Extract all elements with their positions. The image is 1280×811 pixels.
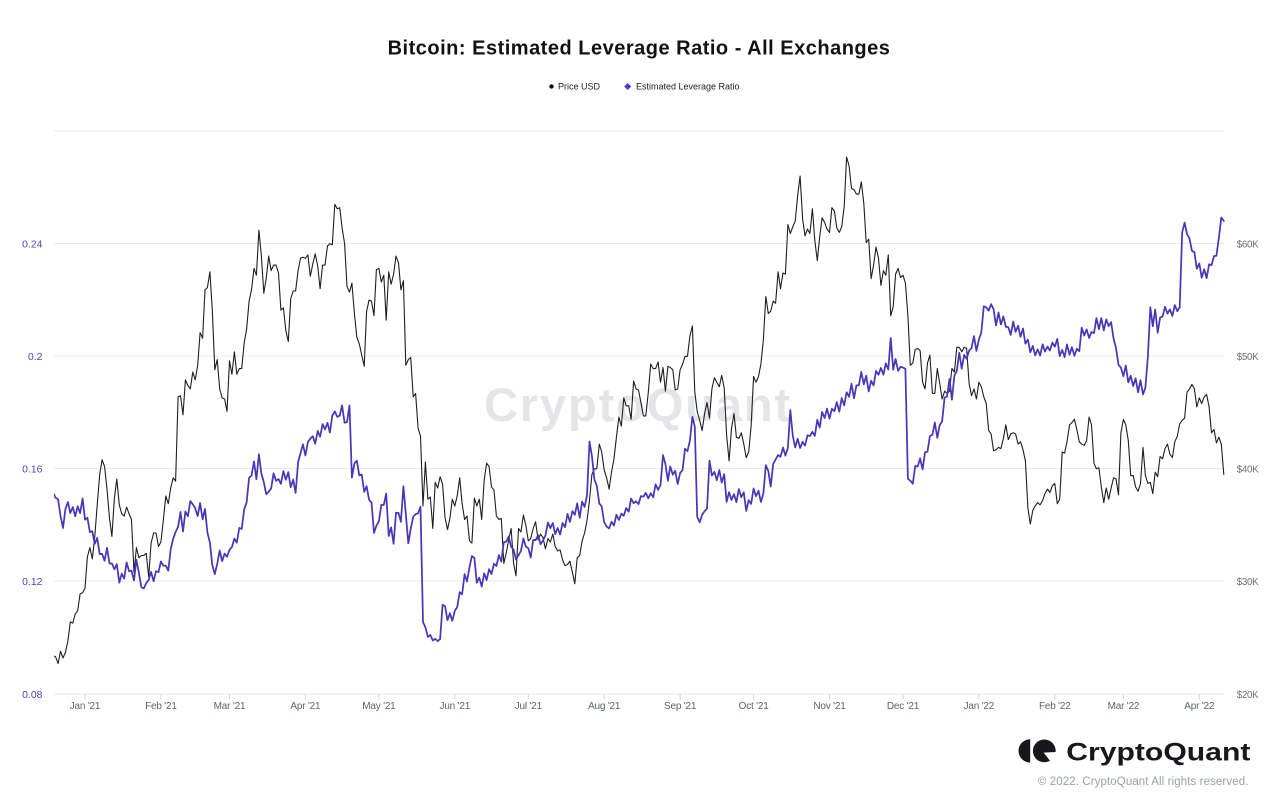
- svg-text:Oct '21: Oct '21: [739, 701, 770, 712]
- svg-text:May '21: May '21: [362, 701, 396, 712]
- svg-text:$50K: $50K: [1237, 352, 1259, 363]
- svg-text:$20K: $20K: [1237, 690, 1259, 701]
- svg-text:Bitcoin: Estimated Leverage Ra: Bitcoin: Estimated Leverage Ratio - All …: [388, 38, 891, 60]
- svg-text:Mar '21: Mar '21: [214, 701, 246, 712]
- svg-text:CryptoQuant: CryptoQuant: [1066, 738, 1250, 766]
- svg-text:$30K: $30K: [1237, 577, 1259, 588]
- svg-text:Jun '21: Jun '21: [440, 701, 471, 712]
- svg-text:Jul '21: Jul '21: [515, 701, 543, 712]
- svg-text:0.12: 0.12: [22, 577, 42, 588]
- svg-text:Mar '22: Mar '22: [1108, 701, 1140, 712]
- svg-text:Jan '22: Jan '22: [964, 701, 995, 712]
- svg-text:Feb '21: Feb '21: [145, 701, 177, 712]
- svg-text:Price USD: Price USD: [558, 82, 601, 92]
- svg-text:0.16: 0.16: [22, 465, 42, 476]
- svg-text:Dec '21: Dec '21: [887, 701, 920, 712]
- svg-text:Estimated Leverage Ratio: Estimated Leverage Ratio: [636, 82, 740, 92]
- svg-text:0.24: 0.24: [22, 240, 42, 251]
- svg-text:0.08: 0.08: [22, 690, 42, 701]
- svg-text:0.2: 0.2: [28, 352, 43, 363]
- svg-text:$40K: $40K: [1237, 465, 1259, 476]
- svg-text:CryptoQuant: CryptoQuant: [484, 378, 792, 431]
- svg-text:Jan '21: Jan '21: [70, 701, 101, 712]
- svg-text:Aug '21: Aug '21: [588, 701, 621, 712]
- svg-text:Sep '21: Sep '21: [664, 701, 697, 712]
- svg-text:Apr '22: Apr '22: [1184, 701, 1215, 712]
- svg-text:Apr '21: Apr '21: [290, 701, 321, 712]
- svg-text:© 2022. CryptoQuant All rights: © 2022. CryptoQuant All rights reserved.: [1038, 776, 1249, 788]
- svg-text:$60K: $60K: [1237, 240, 1259, 251]
- svg-text:Nov '21: Nov '21: [813, 701, 846, 712]
- svg-text:Feb '22: Feb '22: [1039, 701, 1071, 712]
